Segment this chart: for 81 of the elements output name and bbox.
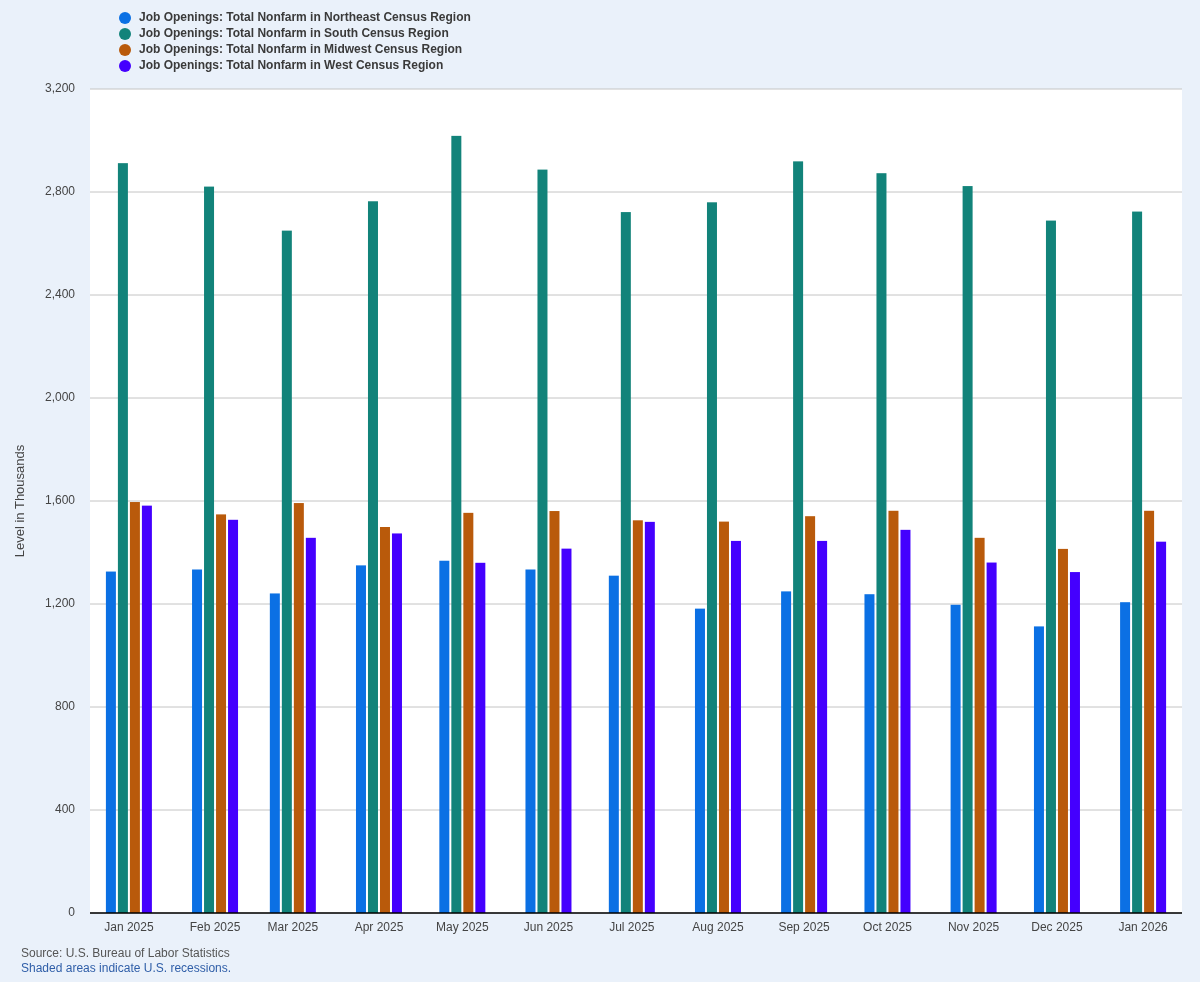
bar <box>228 519 239 913</box>
bar <box>216 514 227 913</box>
x-tick-label: Feb 2025 <box>189 920 241 934</box>
bar <box>706 202 717 913</box>
bar <box>718 521 729 913</box>
bar <box>608 575 619 913</box>
bar <box>1120 602 1131 913</box>
x-tick-label: Apr 2025 <box>354 920 404 934</box>
bar <box>451 135 462 913</box>
legend-label: Job Openings: Total Nonfarm in South Census Region <box>139 26 449 41</box>
bar <box>439 560 450 913</box>
bar <box>105 571 116 913</box>
bar <box>817 540 828 913</box>
y-tick-label: 0 <box>68 905 76 920</box>
bar <box>620 212 631 913</box>
bar <box>525 569 536 913</box>
bar <box>864 594 875 913</box>
bar <box>1033 626 1044 913</box>
y-tick-label: 1,600 <box>44 493 76 508</box>
x-tick-label: Aug 2025 <box>692 920 744 934</box>
x-tick-label: Oct 2025 <box>863 920 913 934</box>
bar <box>355 565 366 913</box>
bar <box>632 520 643 913</box>
bar <box>694 608 705 913</box>
x-tick-label: May 2025 <box>435 920 490 934</box>
bar <box>900 529 911 913</box>
x-tick-label: Jan 2026 <box>1118 920 1169 934</box>
bar <box>463 512 474 913</box>
y-tick-label: 2,800 <box>44 184 76 199</box>
bar <box>281 230 292 913</box>
bar <box>644 521 655 913</box>
legend-label: Job Openings: Total Nonfarm in Northeast Census Region <box>139 10 471 25</box>
y-tick-label: 1,200 <box>44 596 76 611</box>
bar <box>391 533 402 913</box>
bar <box>1069 572 1080 913</box>
x-tick-label: Sep 2025 <box>778 920 831 934</box>
bar <box>730 540 741 913</box>
bar <box>1132 211 1143 913</box>
bar <box>1144 510 1155 913</box>
bar <box>537 169 548 913</box>
bar <box>974 537 985 913</box>
bar <box>269 593 280 913</box>
x-tick-label: Dec 2025 <box>1031 920 1083 934</box>
bar <box>305 537 316 913</box>
bar <box>805 516 816 913</box>
y-tick-label: 400 <box>54 802 76 817</box>
bar <box>986 562 997 913</box>
bar <box>367 201 378 913</box>
y-tick-label: 2,000 <box>44 390 76 405</box>
x-tick-label: Jun 2025 <box>523 920 574 934</box>
bar <box>129 502 140 913</box>
x-tick-label: Jul 2025 <box>609 920 655 934</box>
legend-label: Job Openings: Total Nonfarm in West Census Region <box>139 58 444 73</box>
bar <box>379 527 390 913</box>
legend-label: Job Openings: Total Nonfarm in Midwest Census Region <box>139 42 463 57</box>
source-note: Source: U.S. Bureau of Labor Statistics <box>21 946 230 960</box>
bar <box>192 569 203 913</box>
bar <box>475 562 486 913</box>
bar <box>1057 548 1068 913</box>
x-tick-label: Nov 2025 <box>947 920 1000 934</box>
bar <box>876 173 887 913</box>
y-tick-label: 3,200 <box>44 81 76 96</box>
bar <box>793 161 804 913</box>
bar <box>117 163 128 913</box>
x-tick-label: Jan 2025 <box>104 920 154 934</box>
text: Shaded areas indicate U.S. recessions. <box>21 961 232 975</box>
bar <box>293 503 304 913</box>
bar <box>888 510 899 913</box>
x-tick-label: Mar 2025 <box>267 920 319 934</box>
bar <box>549 511 560 913</box>
bar <box>204 186 215 913</box>
y-tick-label: 2,400 <box>44 287 76 302</box>
y-tick-label: 800 <box>54 699 76 714</box>
bar <box>1045 220 1056 913</box>
bar <box>141 505 152 913</box>
y-axis-title: Level in Thousands <box>12 444 27 558</box>
bar <box>962 186 973 913</box>
bar <box>781 591 792 913</box>
bar <box>1156 541 1167 913</box>
bar <box>950 604 961 913</box>
bar <box>561 548 572 913</box>
